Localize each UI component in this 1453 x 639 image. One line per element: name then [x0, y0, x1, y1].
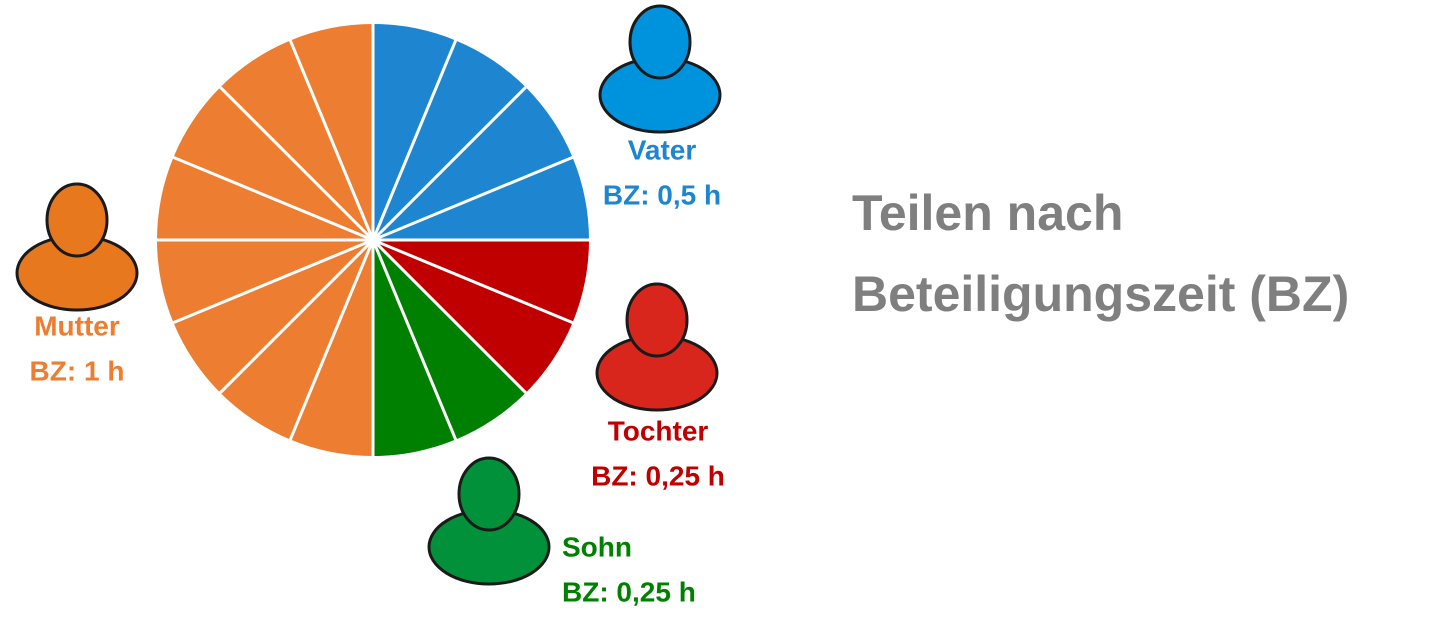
person-icon [595, 282, 719, 412]
title-line: Teilen nach [852, 185, 1123, 241]
pie-slice [373, 240, 589, 393]
title-line: Beteiligungszeit (BZ) [852, 266, 1349, 322]
slice-divider [371, 238, 528, 395]
person-head [45, 182, 109, 258]
person-name: Mutter [34, 310, 120, 341]
person-time: BZ: 0,5 h [603, 179, 721, 210]
slice-divider [288, 239, 375, 442]
slice-divider [371, 85, 528, 242]
slice-divider [371, 38, 458, 241]
slice-divider [171, 238, 374, 325]
person-name: Vater [628, 134, 697, 165]
person-time: BZ: 0,25 h [562, 576, 696, 607]
person-head [457, 456, 521, 532]
slice-divider [218, 238, 375, 395]
slice-divider [288, 38, 375, 241]
person-icon [427, 456, 551, 586]
person-name: Sohn [562, 531, 632, 562]
person-head [625, 282, 689, 358]
slice-divider [372, 238, 575, 325]
slice-divider [371, 239, 458, 442]
person-time: BZ: 1 h [30, 355, 125, 386]
slice-divider [372, 155, 575, 242]
person-time: BZ: 0,25 h [591, 460, 725, 491]
slice-divider [171, 155, 374, 242]
slice-divider [218, 85, 375, 242]
person-head [628, 4, 692, 80]
person-name: Tochter [608, 415, 709, 446]
pie-slice [373, 240, 526, 456]
person-icon [598, 4, 722, 134]
person-icon [15, 182, 139, 312]
